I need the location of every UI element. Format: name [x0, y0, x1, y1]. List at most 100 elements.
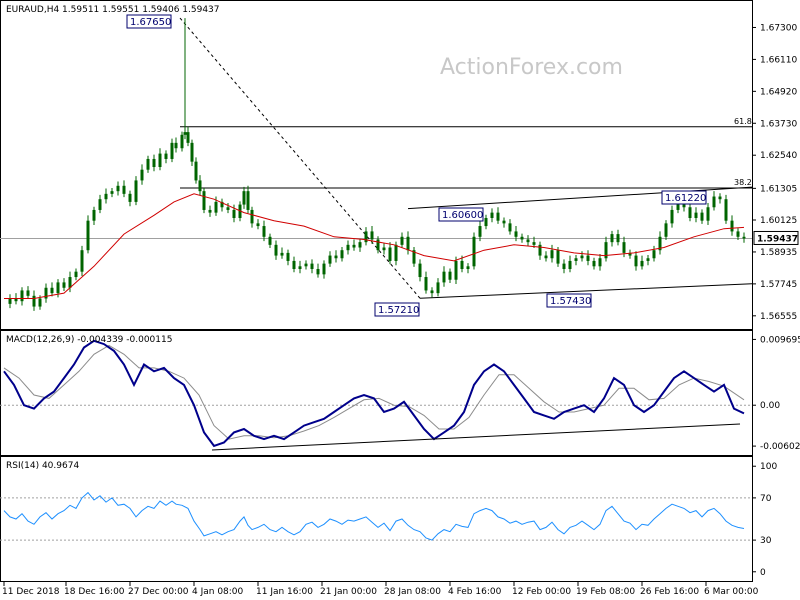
- candle-body: [256, 223, 260, 227]
- candle-body: [104, 193, 108, 200]
- candle-body: [208, 209, 212, 213]
- x-tick-label: 6 Mar 00:00: [704, 587, 759, 597]
- candle-body: [358, 242, 362, 248]
- candle-body: [340, 250, 344, 259]
- rsi-pane: [0, 456, 753, 582]
- candle-body: [268, 236, 272, 245]
- candle-body: [232, 209, 236, 218]
- candle-body: [676, 204, 680, 210]
- candle-body: [220, 201, 224, 208]
- candle-body: [158, 153, 162, 168]
- candle-body: [376, 239, 380, 251]
- level-recent-high: 1.61220: [661, 190, 707, 205]
- price-tick-label: 1.57745: [760, 280, 797, 290]
- last-price-badge: 1.59437: [753, 230, 799, 245]
- candle-body: [262, 226, 266, 237]
- candle-body: [532, 242, 536, 245]
- level-high: 1.67650: [126, 14, 172, 29]
- candle-body: [92, 209, 96, 221]
- price-pane: [0, 0, 753, 330]
- candle-body: [8, 298, 12, 304]
- level-mid-high-box: [438, 207, 484, 222]
- candle-body: [508, 223, 512, 232]
- x-tick-label: 28 Jan 08:00: [384, 587, 441, 597]
- candles: [8, 18, 746, 311]
- candle-body: [640, 260, 644, 267]
- candle-body: [140, 169, 144, 181]
- level-low2-box: [546, 293, 592, 308]
- x-tick-label: 12 Feb 00:00: [512, 587, 571, 597]
- candle-body: [174, 142, 178, 149]
- candle-body: [110, 191, 114, 194]
- macd-tick-label: 0.009695: [760, 335, 800, 345]
- rsi-header: RSI(14) 40.9674: [6, 461, 79, 471]
- price-tick-label: 1.60125: [760, 216, 797, 226]
- candle-body: [164, 153, 168, 159]
- x-axis: 11 Dec 2018 18 Dec 16:00 27 Dec 00:00 4 Jan…: [2, 582, 759, 597]
- candle-body: [454, 260, 458, 280]
- candle-body: [298, 266, 302, 269]
- candle-body: [538, 244, 542, 256]
- candle-body: [412, 250, 416, 264]
- candle-body: [700, 212, 704, 221]
- fib-382-label: 38.2: [734, 178, 752, 187]
- candle-body: [334, 255, 338, 259]
- candle-body: [742, 236, 746, 239]
- candle-body: [370, 231, 374, 240]
- candle-body: [436, 282, 440, 294]
- moving-average-line: [4, 193, 745, 299]
- rsi-tick-label: 0: [760, 568, 766, 578]
- macd-y-axis: 0.009695 0.00 -0.006025: [0, 335, 800, 452]
- candle-body: [730, 220, 734, 232]
- candle-body: [170, 142, 174, 159]
- candle-body: [502, 220, 506, 224]
- candle-body: [706, 207, 710, 221]
- candle-body: [274, 244, 278, 256]
- candle-body: [394, 244, 398, 261]
- level-recent-high-box: [661, 190, 707, 205]
- level-labels: 1.67650 1.57210 1.60600 1.57430 1.61220 1.594…: [126, 14, 799, 317]
- macd-trend-line: [211, 423, 741, 451]
- candle-body: [652, 250, 656, 259]
- last-price-box: [753, 230, 799, 245]
- candle-body: [556, 250, 560, 264]
- candle-body: [98, 199, 102, 210]
- candle-body: [586, 255, 590, 261]
- candle-body: [664, 223, 668, 237]
- candle-body: [604, 242, 608, 259]
- candle-body: [568, 260, 572, 269]
- candle-body: [346, 244, 350, 251]
- candle-body: [622, 242, 626, 253]
- candle-body: [280, 252, 284, 256]
- candle-body: [712, 196, 716, 208]
- candle-body: [180, 134, 184, 149]
- candle-body: [352, 244, 356, 248]
- macd-tick-label: -0.006025: [760, 442, 800, 452]
- candle-body: [44, 287, 48, 299]
- candle-body: [38, 298, 42, 307]
- candle-body: [400, 236, 404, 245]
- candle-body: [484, 218, 488, 227]
- candle-body: [526, 239, 530, 243]
- rsi-line: [3, 491, 745, 541]
- candle-body: [246, 191, 250, 210]
- candle-body: [694, 212, 698, 218]
- candle-body: [32, 295, 36, 307]
- x-tick-label: 26 Feb 16:00: [640, 587, 699, 597]
- candle-body: [658, 236, 662, 251]
- candle-body: [50, 287, 54, 294]
- price-tick-label: 1.62540: [760, 151, 797, 161]
- candle-body: [646, 258, 650, 261]
- candle-body: [592, 260, 596, 267]
- dashed-trend-line: [179, 17, 421, 299]
- x-tick-label: 18 Dec 16:00: [64, 587, 125, 597]
- candle-body: [364, 231, 368, 243]
- candle-body: [186, 132, 190, 143]
- candle-body: [514, 231, 518, 237]
- candle-body: [550, 250, 554, 259]
- candle-body: [74, 271, 78, 278]
- macd-signal-line: [3, 344, 745, 440]
- candle-body: [80, 250, 84, 272]
- candle-body: [496, 212, 500, 221]
- x-tick-label: 11 Jan 16:00: [256, 587, 313, 597]
